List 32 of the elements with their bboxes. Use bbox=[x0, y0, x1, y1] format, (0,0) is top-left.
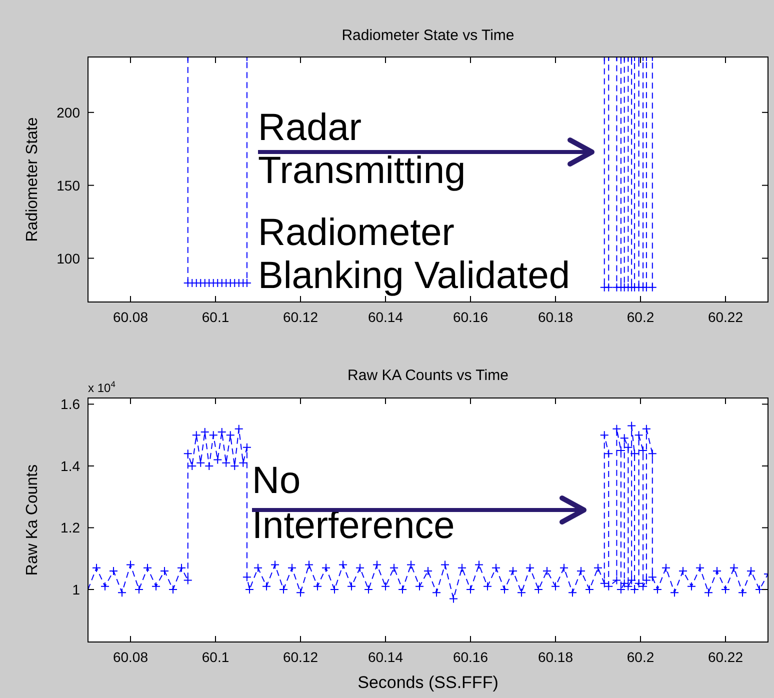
y-tick-label: 1.2 bbox=[60, 520, 80, 536]
x-tick-label: 60.08 bbox=[112, 309, 148, 325]
x-tick-label: 60.12 bbox=[282, 649, 318, 665]
chart-title: Raw KA Counts vs Time bbox=[348, 367, 508, 384]
x-tick-label: 60.1 bbox=[202, 309, 230, 325]
text: x 10$^{4}$ bbox=[88, 379, 116, 395]
y-tick-label: 1 bbox=[72, 581, 80, 598]
x-tick-label: 60.22 bbox=[708, 649, 744, 665]
x-tick-label: 60.18 bbox=[538, 309, 574, 325]
annotation: Radiometer Blanking Validated bbox=[258, 212, 570, 297]
x-tick-label: 60.1 bbox=[202, 649, 230, 665]
x-tick-label: 60.16 bbox=[452, 309, 488, 325]
annotation: No Interference bbox=[252, 460, 455, 547]
y-axis-title: Raw Ka Counts bbox=[24, 464, 41, 576]
y-tick-label: 1.4 bbox=[60, 458, 80, 474]
y-tick-label: 150 bbox=[56, 177, 80, 194]
x-tick-label: 60.2 bbox=[626, 649, 654, 665]
annotation: Radar Transmitting bbox=[258, 107, 466, 192]
x-axis-title: Seconds (SS.FFF) bbox=[358, 673, 498, 692]
x-tick-label: 60.12 bbox=[282, 309, 318, 325]
y-axis-title: Radiometer State bbox=[24, 117, 41, 242]
y-tick-label: 200 bbox=[56, 104, 80, 120]
x-tick-label: 60.2 bbox=[626, 309, 654, 325]
y-tick-label: 1.6 bbox=[60, 396, 80, 412]
y-tick-label: 100 bbox=[56, 250, 80, 266]
x-tick-label: 60.14 bbox=[368, 649, 404, 665]
x-tick-label: 60.18 bbox=[538, 649, 574, 665]
x-tick-label: 60.22 bbox=[708, 309, 744, 325]
x-tick-label: 60.16 bbox=[452, 649, 488, 665]
chart-title: Radiometer State vs Time bbox=[342, 27, 514, 44]
x-tick-label: 60.14 bbox=[368, 309, 404, 325]
x-tick-label: 60.08 bbox=[112, 649, 148, 665]
